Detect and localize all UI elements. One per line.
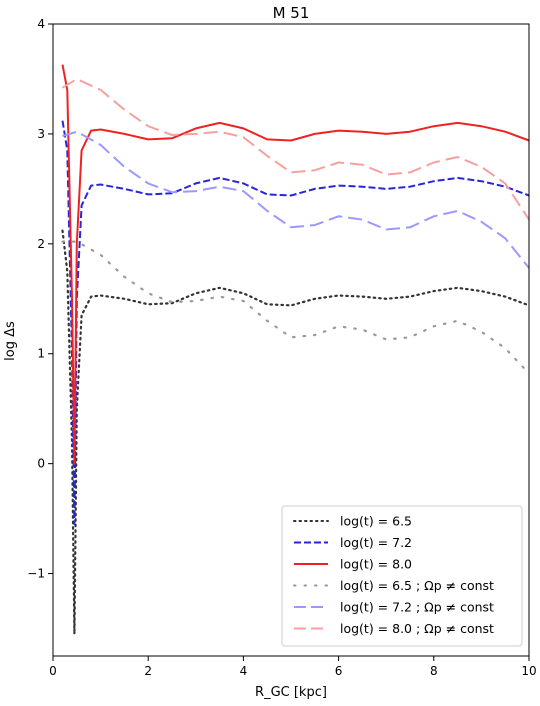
x-tick-label: 10 (521, 664, 536, 678)
series-line-6 (61, 78, 529, 221)
x-tick-label: 4 (240, 664, 248, 678)
series-layer (61, 64, 529, 636)
y-axis-label: log Δs (3, 321, 18, 361)
legend-label-4: log(t) = 6.5 ; Ωp ≠ const (340, 578, 494, 593)
chart-title: M 51 (273, 4, 310, 22)
legend-label-1: log(t) = 6.5 (340, 514, 412, 529)
legend-label-3: log(t) = 8.0 (340, 557, 412, 572)
x-axis-label: R_GC [kpc] (255, 685, 327, 700)
series-line-5 (62, 130, 529, 269)
series-line-4 (61, 240, 529, 375)
y-tick-label: 3 (37, 127, 45, 141)
y-tick-label: 0 (37, 457, 45, 471)
legend: log(t) = 6.5 log(t) = 7.2 log(t) = 8.0 log(… (281, 505, 523, 647)
series-line-1 (61, 229, 529, 636)
x-tick-label: 0 (49, 664, 57, 678)
legend-label-2: log(t) = 7.2 (340, 535, 412, 550)
legend-box (281, 505, 523, 647)
legend-label-5: log(t) = 7.2 ; Ωp ≠ const (340, 600, 494, 615)
series-line-3 (61, 64, 529, 465)
plot-frame (52, 23, 530, 657)
y-tick-label: 1 (37, 347, 45, 361)
ticks-layer: 0 2 4 6 8 10 −1 0 1 2 3 4 (27, 17, 536, 678)
legend-label-6: log(t) = 8.0 ; Ωp ≠ const (340, 621, 494, 636)
x-tick-label: 2 (144, 664, 152, 678)
series-line-2 (61, 120, 529, 526)
y-tick-label: 2 (37, 237, 45, 251)
y-tick-label: −1 (27, 567, 45, 581)
x-tick-label: 8 (430, 664, 438, 678)
x-tick-label: 6 (335, 664, 343, 678)
y-tick-label: 4 (37, 17, 45, 31)
